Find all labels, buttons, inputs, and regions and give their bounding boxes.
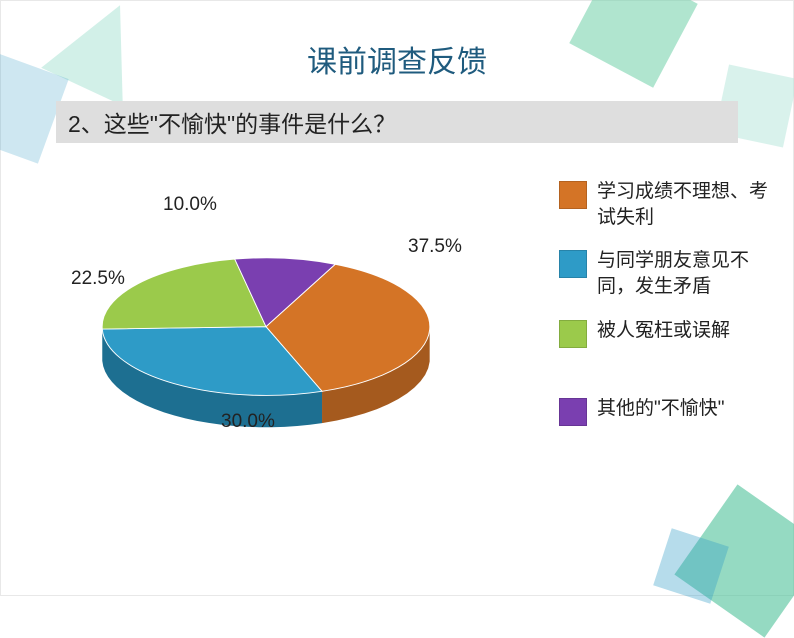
- question-text: 2、这些"不愉快"的事件是什么？: [68, 105, 396, 139]
- question-bar: 2、这些"不愉快"的事件是什么？: [56, 101, 738, 143]
- legend-swatch: [559, 181, 587, 209]
- legend-text: 被人冤枉或误解: [597, 318, 730, 344]
- legend-item: 与同学朋友意见不同，发生矛盾: [559, 248, 769, 299]
- legend-text: 其他的"不愉快": [597, 396, 725, 422]
- page-title: 课前调查反馈: [1, 37, 793, 81]
- legend-swatch: [559, 320, 587, 348]
- legend-swatch: [559, 250, 587, 278]
- legend-item: 其他的"不愉快": [559, 396, 769, 426]
- legend: 学习成绩不理想、考试失利与同学朋友意见不同，发生矛盾被人冤枉或误解其他的"不愉快…: [559, 179, 769, 426]
- pie-label: 10.0%: [163, 194, 217, 216]
- pie-chart: 37.5% 30.0% 22.5% 10.0%: [46, 176, 486, 496]
- legend-text: 学习成绩不理想、考试失利: [597, 179, 769, 230]
- legend-item: 被人冤枉或误解: [559, 318, 769, 348]
- pie-label: 30.0%: [221, 411, 275, 433]
- legend-text: 与同学朋友意见不同，发生矛盾: [597, 248, 769, 299]
- legend-swatch: [559, 398, 587, 426]
- legend-item: 学习成绩不理想、考试失利: [559, 179, 769, 230]
- pie-label: 22.5%: [71, 268, 125, 290]
- pie-label: 37.5%: [408, 236, 462, 258]
